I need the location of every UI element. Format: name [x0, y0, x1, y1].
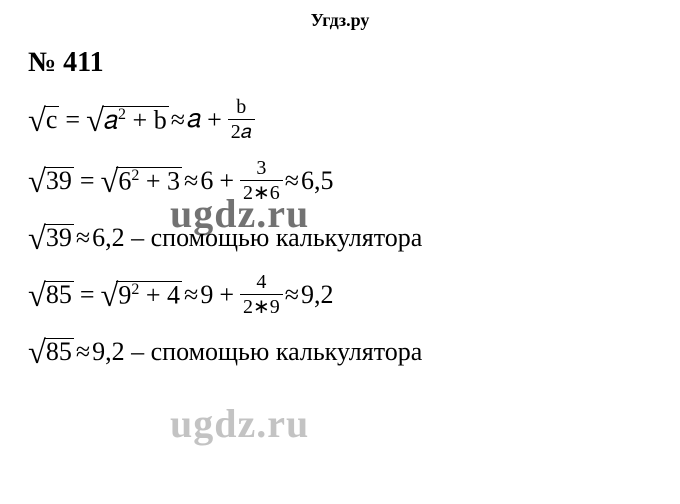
plus: +	[213, 280, 240, 310]
sqrt-39: √ 39	[28, 219, 74, 256]
plus: +	[213, 166, 240, 196]
equation-line-2: √ 39 = √ 62 + 3 ≈ 6 + 3 2∗6 ≈ 6,5	[28, 158, 652, 203]
dash: –	[125, 337, 151, 367]
page-header: Угдз.ру	[0, 0, 680, 31]
approx: ≈	[74, 337, 92, 367]
base-a: 𝑎	[104, 105, 118, 134]
sqrt-c: √ c	[28, 101, 59, 138]
equation-line-4: √ 85 = √ 92 + 4 ≈ 9 + 4 2∗9 ≈ 9,2	[28, 272, 652, 317]
equals: =	[74, 280, 101, 310]
radicand: 85	[44, 338, 74, 365]
numerator: b	[233, 97, 249, 119]
approx: ≈	[283, 280, 301, 310]
plus: +	[201, 105, 228, 135]
approx: ≈	[182, 166, 200, 196]
term-9: 9	[200, 280, 213, 310]
fraction-b-2a: b 2𝑎	[228, 97, 255, 142]
sqrt-85: √ 85	[28, 333, 74, 370]
radicand: c	[44, 106, 60, 133]
sqrt-81-4: √ 92 + 4	[101, 276, 183, 313]
sqrt-36-3: √ 62 + 3	[101, 162, 183, 199]
numerator: 3	[253, 158, 269, 180]
equals: =	[74, 166, 101, 196]
watermark-2: ugdz.ru	[170, 400, 309, 447]
term-a: 𝑎	[187, 104, 201, 135]
header-text: Угдз.ру	[311, 10, 370, 30]
radicand: 39	[44, 224, 74, 251]
dash: –	[125, 223, 151, 253]
value: 9,2	[92, 337, 125, 367]
result: 6,5	[301, 166, 334, 196]
radicand: 39	[44, 167, 74, 194]
radical-sign: √	[101, 278, 119, 315]
equation-line-1: √ c = √ 𝑎2 + b ≈ 𝑎 + b 2𝑎	[28, 97, 652, 142]
radical-sign: √	[28, 103, 46, 140]
plus-4: + 4	[139, 280, 180, 309]
radical-sign: √	[101, 164, 119, 201]
approx: ≈	[283, 166, 301, 196]
plus-3: + 3	[139, 166, 180, 195]
content-area: № 411 √ c = √ 𝑎2 + b ≈ 𝑎 + b 2𝑎 √ 39 = √	[0, 31, 680, 370]
base-6: 6	[118, 166, 131, 195]
result: 9,2	[301, 280, 334, 310]
calculator-note: спомощью калькулятора	[151, 223, 423, 253]
equation-line-5: √ 85 ≈ 9,2 – спомощью калькулятора	[28, 333, 652, 370]
plus-b: + b	[126, 105, 167, 134]
exponent: 2	[118, 106, 126, 123]
radical-sign: √	[28, 221, 46, 258]
sqrt-a2b: √ 𝑎2 + b	[86, 101, 169, 138]
approx: ≈	[182, 280, 200, 310]
term-6: 6	[200, 166, 213, 196]
radicand: 𝑎2 + b	[102, 106, 169, 134]
radical-sign: √	[28, 335, 46, 372]
calculator-note: спомощью калькулятора	[151, 337, 423, 367]
radicand: 62 + 3	[116, 167, 182, 195]
sqrt-85: √ 85	[28, 276, 74, 313]
base-9: 9	[118, 280, 131, 309]
denominator: 2𝑎	[228, 119, 255, 142]
radical-sign: √	[86, 103, 104, 140]
approx: ≈	[74, 223, 92, 253]
sqrt-39: √ 39	[28, 162, 74, 199]
equation-line-3: √ 39 ≈ 6,2 – спомощью калькулятора	[28, 219, 652, 256]
fraction-3-12: 3 2∗6	[240, 158, 283, 203]
equals: =	[59, 105, 86, 135]
radical-sign: √	[28, 278, 46, 315]
value: 6,2	[92, 223, 125, 253]
problem-number: № 411	[28, 47, 652, 79]
radicand: 92 + 4	[116, 281, 182, 309]
radicand: 85	[44, 281, 74, 308]
denominator: 2∗9	[240, 294, 283, 317]
denominator: 2∗6	[240, 180, 283, 203]
radical-sign: √	[28, 164, 46, 201]
fraction-4-18: 4 2∗9	[240, 272, 283, 317]
numerator: 4	[253, 272, 269, 294]
approx: ≈	[169, 105, 187, 135]
